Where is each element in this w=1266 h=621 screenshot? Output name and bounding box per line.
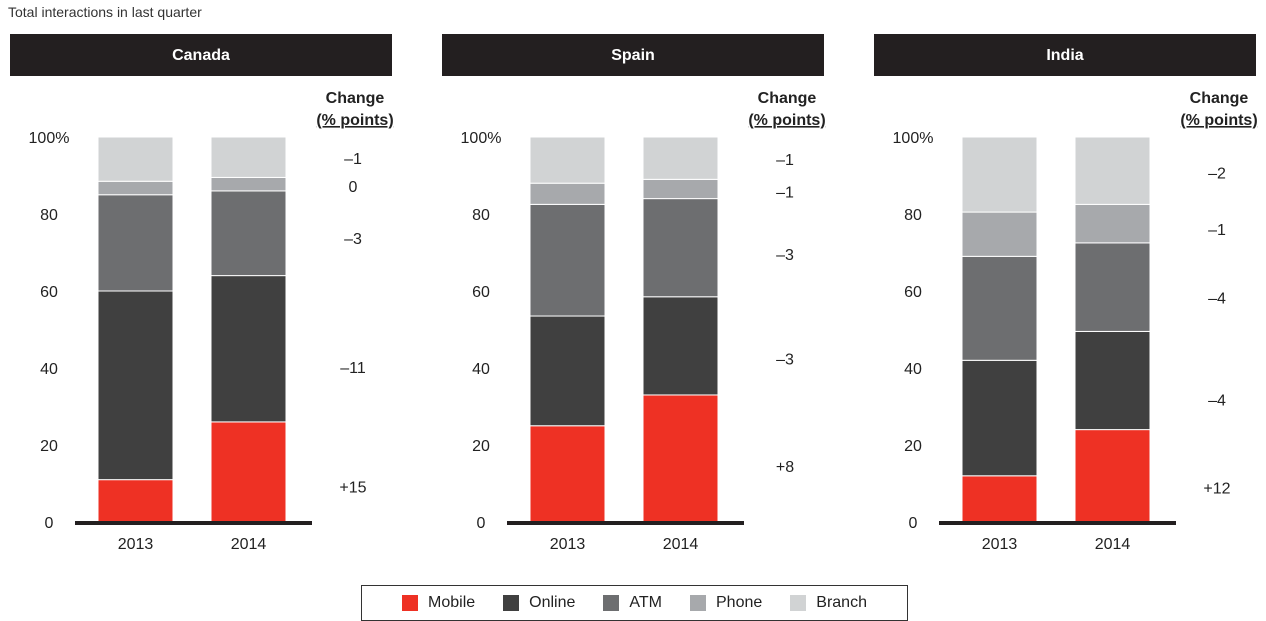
- bar-segment-canada-2013-atm: [97, 194, 174, 292]
- y-tick-label-canada: 100%: [29, 130, 70, 147]
- change-value-canada-branch: –1: [344, 151, 362, 168]
- change-value-spain-online: –3: [776, 351, 794, 368]
- bar-segment-canada-2013-mobile: [97, 479, 174, 523]
- y-tick-label-spain: 100%: [461, 130, 502, 147]
- bar-segment-india-2014-mobile: [1074, 429, 1151, 523]
- y-tick-label-spain: 0: [477, 515, 486, 532]
- change-value-spain-atm: –3: [776, 247, 794, 264]
- legend-swatch-online: [503, 595, 520, 611]
- bar-segment-spain-2014-atm: [642, 198, 719, 298]
- x-tick-label-canada-2013: 2013: [118, 536, 154, 553]
- chart-subtitle: Total interactions in last quarter: [8, 4, 202, 20]
- bar-segment-india-2014-phone: [1074, 203, 1151, 244]
- y-tick-label-india: 100%: [893, 130, 934, 147]
- y-tick-label-india: 80: [904, 207, 922, 224]
- bar-segment-canada-2014-online: [210, 275, 287, 423]
- bar-segment-india-2014-branch: [1074, 136, 1151, 205]
- panel-title-spain: Spain: [611, 47, 655, 64]
- change-value-canada-phone: 0: [349, 179, 358, 196]
- change-value-canada-mobile: +15: [339, 479, 366, 496]
- legend-item-phone: Phone: [690, 594, 762, 612]
- bar-segment-india-2013-atm: [961, 255, 1038, 361]
- bar-segment-canada-2014-mobile: [210, 421, 287, 523]
- legend-item-atm: ATM: [603, 594, 662, 612]
- bar-segment-india-2013-branch: [961, 136, 1038, 213]
- panel-header-canada: [10, 34, 392, 76]
- y-tick-label-india: 20: [904, 438, 922, 455]
- bar-segment-spain-2013-mobile: [529, 425, 606, 523]
- legend-item-online: Online: [503, 594, 575, 612]
- legend-swatch-mobile: [402, 595, 419, 611]
- change-subheader-india: (% points): [1180, 112, 1257, 129]
- x-tick-label-canada-2014: 2014: [231, 536, 267, 553]
- bar-segment-canada-2014-atm: [210, 190, 287, 277]
- change-value-india-atm: –4: [1208, 291, 1226, 308]
- bar-segment-spain-2013-online: [529, 315, 606, 427]
- bar-segment-canada-2013-phone: [97, 180, 174, 196]
- legend-label-mobile: Mobile: [428, 594, 476, 611]
- change-header-india: Change: [1190, 90, 1249, 107]
- change-value-india-branch: –2: [1208, 166, 1226, 183]
- legend-label-branch: Branch: [816, 594, 867, 611]
- legend-swatch-branch: [790, 595, 807, 611]
- y-tick-label-canada: 60: [40, 284, 58, 301]
- legend-item-branch: Branch: [790, 594, 867, 612]
- y-tick-label-spain: 20: [472, 438, 490, 455]
- legend-label-online: Online: [529, 594, 576, 611]
- panel-title-india: India: [1046, 47, 1083, 64]
- y-tick-label-canada: 80: [40, 207, 58, 224]
- change-value-spain-branch: –1: [776, 152, 794, 169]
- y-tick-label-spain: 80: [472, 207, 490, 224]
- bar-segment-india-2013-online: [961, 359, 1038, 477]
- x-tick-label-spain-2014: 2014: [663, 536, 699, 553]
- change-value-canada-atm: –3: [344, 231, 362, 248]
- legend-swatch-phone: [690, 595, 706, 611]
- panel-header-india: [874, 34, 1256, 76]
- y-tick-label-canada: 20: [40, 438, 58, 455]
- bar-segment-spain-2014-mobile: [642, 394, 719, 523]
- bar-segment-canada-2014-phone: [210, 176, 287, 192]
- change-value-india-mobile: +12: [1203, 480, 1230, 497]
- change-header-spain: Change: [758, 90, 817, 107]
- legend-label-atm: ATM: [629, 594, 662, 611]
- bar-segment-spain-2013-atm: [529, 203, 606, 317]
- y-tick-label-canada: 0: [45, 515, 54, 532]
- bar-segment-india-2014-online: [1074, 330, 1151, 431]
- change-subheader-canada: (% points): [316, 112, 393, 129]
- bar-segment-spain-2013-branch: [529, 136, 606, 184]
- bar-segment-india-2014-atm: [1074, 242, 1151, 332]
- chart-legend: Mobile Online ATM Phone Branch: [361, 585, 908, 621]
- change-value-spain-mobile: +8: [776, 459, 794, 476]
- y-tick-label-canada: 40: [40, 361, 58, 378]
- change-value-canada-online: –11: [340, 360, 366, 377]
- y-tick-label-india: 0: [909, 515, 918, 532]
- y-tick-label-spain: 60: [472, 284, 490, 301]
- bar-segment-canada-2014-branch: [210, 136, 287, 178]
- panel-title-canada: Canada: [172, 47, 230, 64]
- change-value-spain-phone: –1: [776, 184, 794, 201]
- bar-segment-india-2013-mobile: [961, 475, 1038, 523]
- bar-segment-canada-2013-online: [97, 290, 174, 481]
- bar-segment-spain-2013-phone: [529, 182, 606, 205]
- y-tick-label-spain: 40: [472, 361, 490, 378]
- legend-swatch-atm: [603, 595, 620, 611]
- bar-segment-india-2013-phone: [961, 211, 1038, 257]
- bar-segment-spain-2014-online: [642, 296, 719, 396]
- legend-label-phone: Phone: [716, 594, 763, 611]
- change-header-canada: Change: [326, 90, 385, 107]
- bar-segment-spain-2014-phone: [642, 178, 719, 200]
- y-tick-label-india: 40: [904, 361, 922, 378]
- x-tick-label-india-2014: 2014: [1095, 536, 1131, 553]
- legend-item-mobile: Mobile: [402, 594, 475, 612]
- change-value-india-online: –4: [1208, 392, 1226, 409]
- bar-segment-canada-2013-branch: [97, 136, 174, 182]
- change-subheader-spain: (% points): [748, 112, 825, 129]
- y-tick-label-india: 60: [904, 284, 922, 301]
- x-tick-label-india-2013: 2013: [982, 536, 1018, 553]
- panel-header-spain: [442, 34, 824, 76]
- change-value-india-phone: –1: [1208, 222, 1226, 239]
- bar-segment-spain-2014-branch: [642, 136, 719, 180]
- x-tick-label-spain-2013: 2013: [550, 536, 586, 553]
